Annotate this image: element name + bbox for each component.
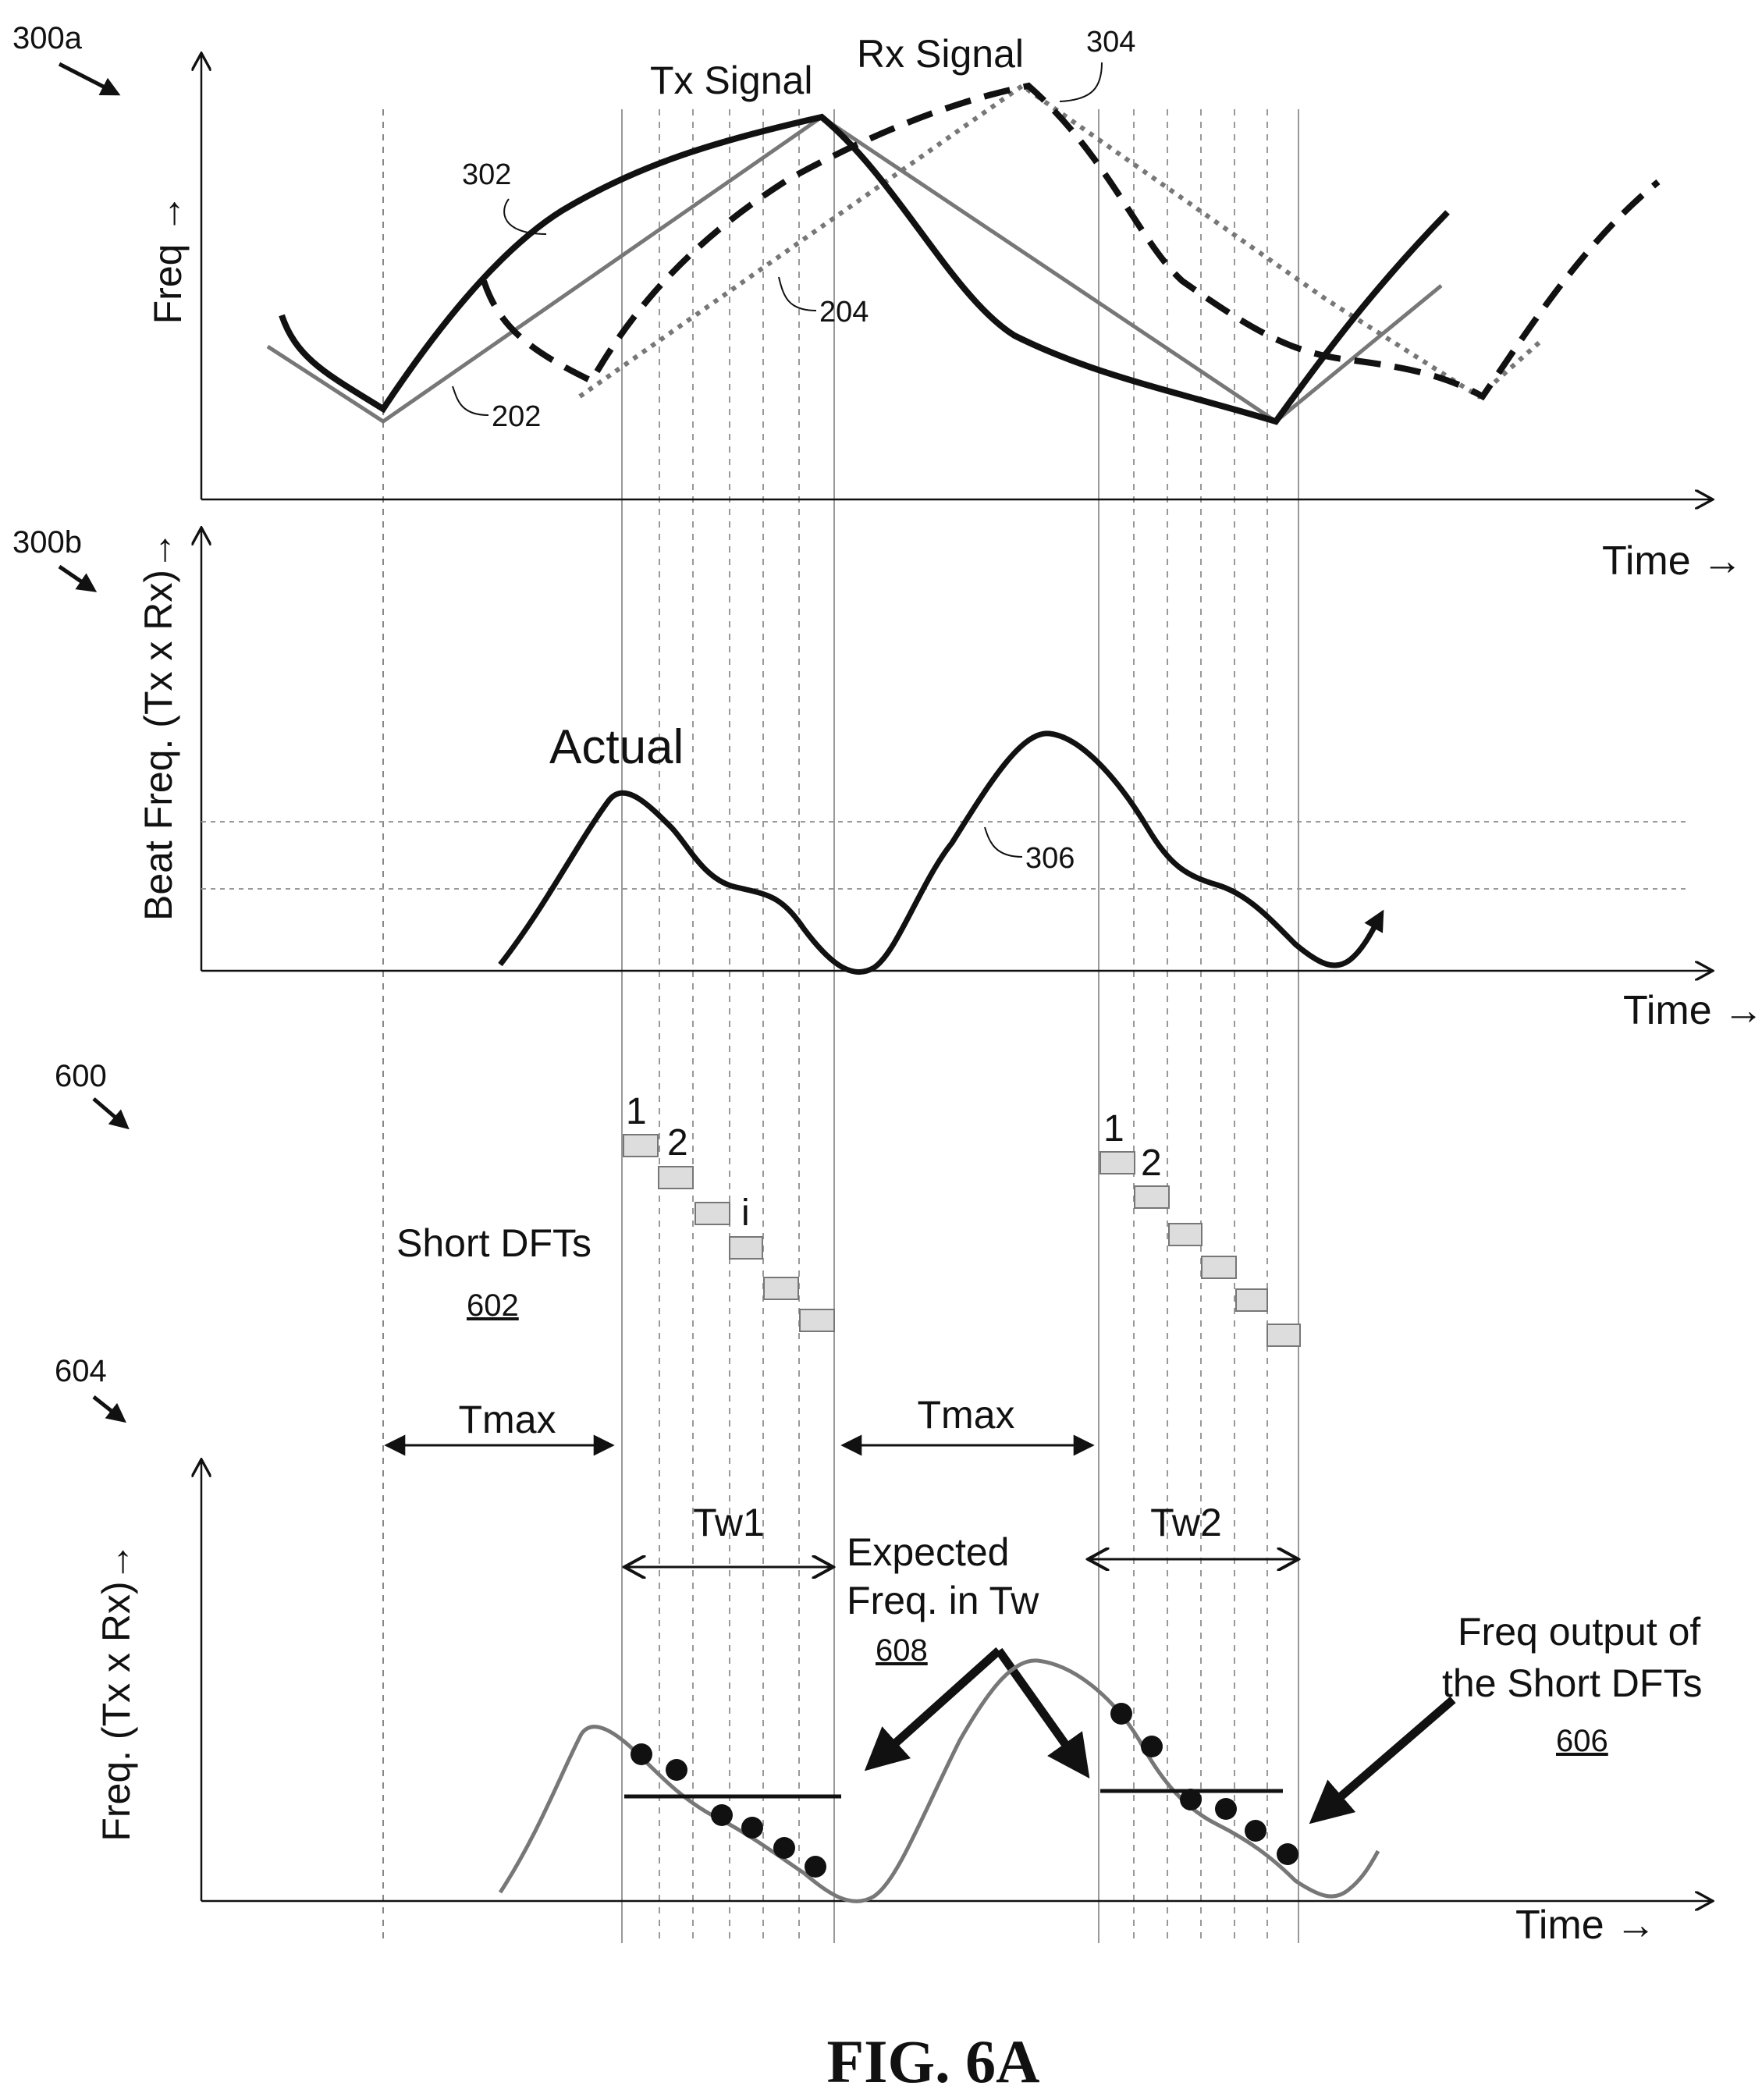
dft-block [1168,1223,1202,1246]
dft-block-label-1: 1 [626,1091,647,1132]
rx-linear-signal [578,83,1545,400]
dft-output-point [1277,1843,1298,1865]
dft-output-dots-window-1 [631,1743,826,1878]
panel-a-ref: 300a [12,21,83,55]
dft-output-point [741,1817,763,1839]
dft-block [1266,1324,1301,1347]
panel-a-y-label: Freq → [146,194,190,325]
tmax-label-1: Tmax [459,1398,556,1441]
dft-output-point [1180,1789,1202,1810]
vertical-guides [382,109,1299,1943]
ref-302: 302 [462,158,511,191]
panel-c-ref-arrow [92,1097,130,1130]
dft-block [694,1202,730,1225]
dft-block [799,1309,835,1332]
panel-d-ref: 604 [55,1354,107,1388]
dft-block [1201,1256,1237,1279]
expected-label-line2: Freq. in Tw [847,1579,1039,1622]
ref-306: 306 [1025,842,1075,875]
dft-output-point [805,1856,826,1878]
output-label-line2: the Short DFTs [1442,1661,1702,1705]
dft-block2-label-2: 2 [1141,1142,1162,1184]
expected-arrow-left [864,1647,1002,1771]
ref-204: 204 [819,296,869,329]
panel-d-x-label: Time → [1515,1903,1656,1948]
short-dfts-label: Short DFTs [396,1221,591,1265]
beat-curve-arrow [1364,909,1384,933]
tw1-label: Tw1 [693,1501,765,1544]
dft-output-point [666,1759,687,1781]
dft-output-point [1245,1820,1266,1842]
panel-d-ref-arrow [92,1395,126,1423]
expected-label-line1: Expected [847,1530,1009,1574]
panel-a: 300a Freq → Time → Tx Signal Rx Signal 3… [12,21,1742,584]
dft-block [763,1277,799,1300]
tw2-label: Tw2 [1150,1501,1222,1544]
dft-block [729,1236,763,1260]
panel-b-x-label: Time → [1623,988,1762,1033]
dft-block2-label-1: 1 [1103,1108,1124,1149]
figure-caption: FIG. 6A [827,2027,1040,2095]
panel-b-ref-arrow [58,564,98,592]
panel-b-ref: 300b [12,525,82,560]
beat-frequency-curve [498,730,1384,975]
ref-202: 202 [492,400,541,433]
output-ref: 606 [1556,1724,1608,1758]
dft-output-point [1215,1798,1237,1820]
dft-output-point [711,1804,733,1826]
panel-a-ref-arrow [58,62,121,96]
beat-frequency-curve-grey [498,1658,1380,1903]
panel-c-ref: 600 [55,1059,107,1093]
tmax-label-2: Tmax [918,1393,1015,1437]
panel-d: 604 Freq. (Tx x Rx)→ Time → [55,1354,1713,1948]
actual-label: Actual [549,720,684,774]
ref-202-leader [452,386,489,416]
short-dfts-ref: 602 [467,1288,519,1323]
dft-block [658,1166,694,1189]
panel-d-y-label: Freq. (Tx x Rx)→ [94,1542,138,1841]
dft-block [1235,1288,1268,1312]
dft-block-label-i: i [741,1192,750,1234]
tx-actual-signal [279,113,1450,425]
ref-304-text: 304 [1086,26,1135,59]
ref-204-leader [778,276,817,311]
dft-blocks-window-2 [1099,1151,1301,1347]
output-label-line1: Freq output of [1458,1610,1700,1654]
rx-actual-signal [481,82,1661,401]
dft-output-point [1110,1703,1132,1725]
tx-linear-signal [266,114,1443,425]
dft-blocks-window-1 [623,1134,835,1332]
output-arrow [1309,1696,1456,1825]
dft-output-point [773,1837,795,1859]
ref-302-leader [503,198,547,235]
dft-output-dots-window-2 [1110,1703,1298,1865]
rx-signal-label: Rx Signal [857,32,1024,76]
dft-output-point [1141,1736,1163,1757]
tx-signal-label: Tx Signal [650,59,812,102]
panel-c: 600 Short DFTs 602 1 2 i 1 2 Tmax [55,1059,1702,1825]
ref-306-leader [984,826,1023,858]
panel-b-y-label: Beat Freq. (Tx x Rx)→ [137,531,180,921]
panel-a-x-label: Time → [1602,538,1742,584]
dft-block [1134,1185,1170,1209]
expected-ref: 608 [876,1633,928,1668]
dft-output-point [631,1743,652,1765]
dft-block [1099,1151,1135,1174]
panel-b: 300b Beat Freq. (Tx x Rx)→ Time → Actual… [12,525,1762,1033]
ref-304-leader [1059,62,1103,102]
dft-block-label-2: 2 [667,1122,688,1164]
dft-block [623,1134,659,1157]
